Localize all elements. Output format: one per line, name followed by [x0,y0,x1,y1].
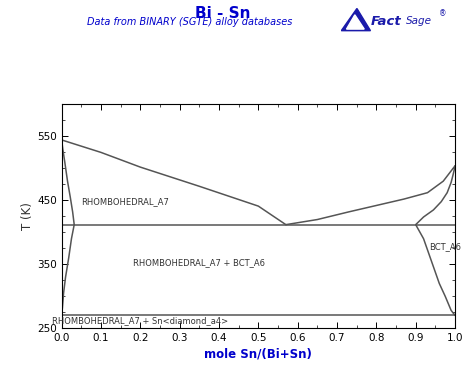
Text: Bi - Sn: Bi - Sn [195,6,251,21]
Text: Fact: Fact [371,15,401,28]
Text: RHOMBOHEDRAL_A7 + Sn<diamond_a4>: RHOMBOHEDRAL_A7 + Sn<diamond_a4> [52,316,228,325]
Text: BCT_A6: BCT_A6 [429,242,462,251]
X-axis label: mole Sn/(Bi+Sn): mole Sn/(Bi+Sn) [204,347,312,360]
Polygon shape [341,9,371,31]
Text: RHOMBOHEDRAL_A7 + BCT_A6: RHOMBOHEDRAL_A7 + BCT_A6 [133,258,265,267]
Text: RHOMBOHEDRAL_A7: RHOMBOHEDRAL_A7 [82,197,169,206]
Y-axis label: T (K): T (K) [21,203,34,230]
Text: ®: ® [439,9,447,18]
Polygon shape [346,15,364,29]
Text: Data from BINARY (SGTE) alloy databases: Data from BINARY (SGTE) alloy databases [87,17,292,27]
Text: Sage: Sage [406,16,432,26]
